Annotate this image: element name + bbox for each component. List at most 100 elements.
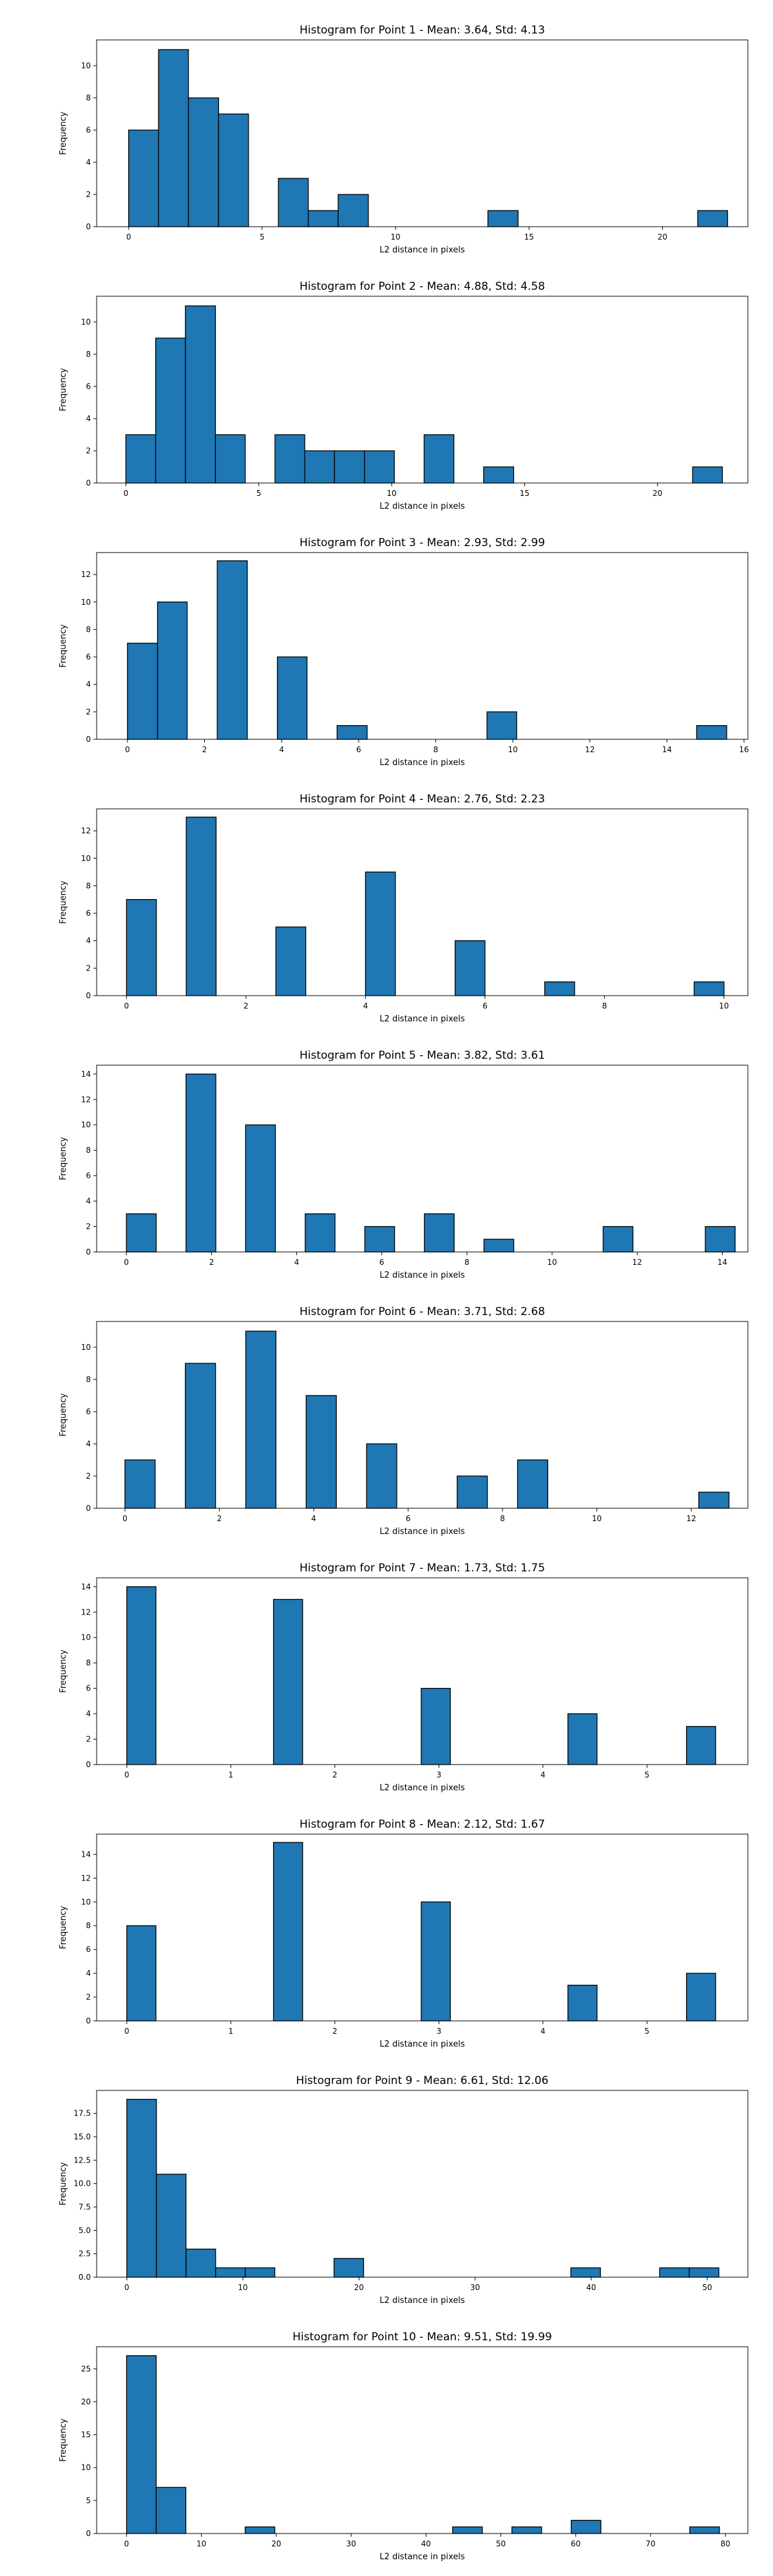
x-tick-label: 20 (653, 489, 662, 498)
y-tick-label: 15.0 (73, 2132, 91, 2141)
y-tick-label: 0 (86, 1504, 91, 1513)
histogram-bar (689, 2526, 720, 2534)
histogram-bar (567, 1984, 598, 2022)
y-tick-label: 10 (81, 317, 91, 327)
x-tick-label: 2 (217, 1514, 222, 1523)
x-tick-label: 1 (229, 2027, 234, 2036)
y-tick-label: 2 (86, 707, 91, 716)
histogram-bar (686, 1973, 716, 2022)
y-axis-label: Frequency (59, 2418, 68, 2461)
histogram-bar (487, 210, 519, 227)
y-tick-label: 0 (86, 2016, 91, 2025)
y-axis-label: Frequency (59, 111, 68, 155)
histogram-bar (126, 2355, 157, 2534)
chart-title: Histogram for Point 3 - Mean: 2.93, Std:… (300, 536, 545, 549)
x-tick-label: 4 (363, 1001, 368, 1010)
y-tick-label: 2 (86, 963, 91, 972)
x-tick-label: 2 (243, 1001, 249, 1010)
histogram-bar (127, 643, 158, 740)
histogram-bar (215, 434, 246, 484)
y-axis-label: Frequency (59, 1393, 68, 1436)
histogram-panel: Histogram for Point 8 - Mean: 2.12, Std:… (59, 1818, 749, 2049)
histogram-bar (698, 1492, 730, 1509)
histogram-bar (215, 2267, 246, 2278)
y-axis-label: Frequency (59, 1649, 68, 1692)
y-tick-label: 4 (86, 1709, 91, 1718)
chart-title: Histogram for Point 5 - Mean: 3.82, Std:… (300, 1049, 545, 1062)
y-tick-label: 2.5 (79, 2249, 91, 2259)
histogram-bar (689, 2267, 720, 2278)
histogram-bar (245, 1331, 277, 1509)
x-tick-label: 30 (470, 2283, 480, 2292)
y-tick-label: 6 (86, 126, 91, 135)
histogram-bar (544, 981, 575, 996)
x-axis-label: L2 distance in pixels (379, 758, 465, 768)
y-axis-label: Frequency (59, 1906, 68, 1949)
histogram-bar (186, 2248, 216, 2278)
x-tick-label: 0 (124, 2027, 129, 2036)
y-tick-label: 6 (86, 382, 91, 391)
chart-title: Histogram for Point 7 - Mean: 1.73, Std:… (300, 1562, 545, 1575)
histogram-bar (275, 926, 307, 996)
y-tick-label: 10 (81, 1121, 91, 1130)
histogram-bar (157, 601, 188, 740)
y-tick-label: 4 (86, 1439, 91, 1448)
histogram-panel: Histogram for Point 4 - Mean: 2.76, Std:… (59, 793, 749, 1024)
histogram-bar (158, 49, 189, 227)
x-tick-label: 3 (437, 1770, 442, 1779)
y-tick-label: 2 (86, 446, 91, 455)
y-tick-label: 14 (81, 1070, 91, 1079)
axes-frame (96, 39, 749, 227)
x-tick-label: 4 (540, 1770, 546, 1779)
x-tick-label: 6 (482, 1001, 488, 1010)
y-axis-label: Frequency (59, 368, 68, 411)
x-tick-label: 6 (406, 1514, 411, 1523)
y-tick-label: 0.0 (79, 2273, 91, 2282)
histogram-bar (307, 210, 339, 227)
y-axis-label: Frequency (59, 2162, 68, 2205)
histogram-bar (126, 1213, 157, 1253)
x-tick-label: 0 (124, 2539, 129, 2548)
y-tick-label: 10 (81, 1897, 91, 1906)
x-tick-label: 0 (124, 1770, 129, 1779)
histogram-bar (705, 1226, 736, 1253)
histogram-bar (245, 1124, 276, 1253)
x-axis-label: L2 distance in pixels (379, 2552, 465, 2562)
chart-title: Histogram for Point 6 - Mean: 3.71, Std:… (300, 1305, 545, 1318)
x-tick-label: 6 (356, 745, 361, 754)
histogram-bar (305, 1395, 337, 1509)
axes-frame (96, 296, 749, 484)
axes-frame (96, 1321, 749, 1509)
histogram-bar (483, 466, 515, 484)
y-axis-label: Frequency (59, 1137, 68, 1180)
histogram-bar (366, 1443, 397, 1509)
histogram-bar (124, 1459, 156, 1509)
x-axis-label: L2 distance in pixels (379, 2040, 465, 2049)
y-tick-label: 14 (81, 1582, 91, 1591)
histogram-panel: Histogram for Point 3 - Mean: 2.93, Std:… (59, 536, 749, 768)
chart-title: Histogram for Point 2 - Mean: 4.88, Std:… (300, 280, 545, 293)
y-tick-label: 4 (86, 680, 91, 689)
y-tick-label: 2 (86, 1472, 91, 1481)
histogram-bar (659, 2267, 690, 2278)
y-tick-label: 12 (81, 826, 91, 835)
histogram-bar (186, 817, 217, 996)
chart-title: Histogram for Point 10 - Mean: 9.51, Std… (292, 2331, 552, 2344)
histogram-bar (365, 871, 396, 996)
histogram-bar (696, 725, 727, 740)
chart-title: Histogram for Point 8 - Mean: 2.12, Std:… (300, 1818, 545, 1831)
x-tick-label: 0 (124, 2283, 129, 2292)
histogram-bar (457, 1475, 488, 1509)
histogram-bar (686, 1726, 716, 1765)
y-tick-label: 14 (81, 1850, 91, 1859)
histogram-bar (244, 2526, 276, 2534)
histogram-bar (272, 1842, 303, 2022)
histogram-bar (185, 1363, 216, 1509)
axes-frame (96, 1065, 749, 1253)
histogram-bar (421, 1901, 451, 2022)
x-tick-label: 4 (540, 2027, 546, 2036)
x-tick-label: 10 (547, 1258, 557, 1267)
x-tick-label: 4 (294, 1258, 300, 1267)
histogram-bar (571, 2519, 602, 2534)
y-tick-label: 10.0 (73, 2179, 91, 2188)
